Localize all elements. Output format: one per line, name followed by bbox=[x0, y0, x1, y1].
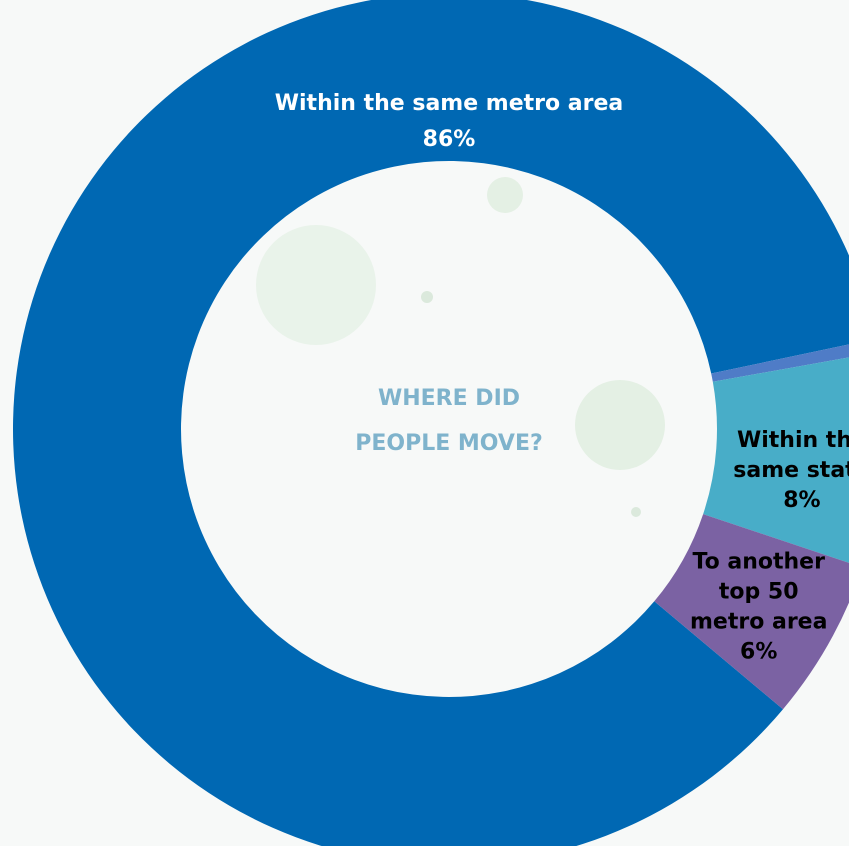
labels-group: Within the same metro area 86% Within the s… bbox=[275, 91, 849, 664]
donut-slice-1 bbox=[13, 0, 849, 846]
donut-slice-3 bbox=[703, 357, 849, 563]
center-label-line-2: PEOPLE MOVE? bbox=[355, 431, 543, 456]
slice-label-1-line-2: 86% bbox=[423, 127, 476, 152]
slice-label-4-line-1: To another bbox=[693, 549, 826, 574]
slice-label-3-line-1: Within the bbox=[737, 428, 849, 453]
slice-label-4-line-3: metro area bbox=[690, 609, 827, 634]
background-map-decoration bbox=[256, 177, 665, 517]
bg-dot bbox=[575, 380, 665, 470]
slice-label-1-line-1: Within the same metro area bbox=[275, 91, 624, 116]
bg-dot bbox=[421, 291, 433, 303]
bg-dot bbox=[631, 507, 641, 517]
slice-label-3: Within the same state 8% bbox=[733, 428, 849, 513]
center-label-line-1: WHERE DID bbox=[378, 386, 520, 411]
slice-label-4-line-4: 6% bbox=[740, 639, 777, 664]
bg-dot bbox=[487, 177, 523, 213]
slice-label-3-line-2: same state bbox=[733, 458, 849, 483]
slice-label-4-line-2: top 50 bbox=[719, 579, 799, 604]
slices-group bbox=[13, 0, 849, 846]
slice-label-4: To another top 50 metro area 6% bbox=[690, 549, 827, 664]
slice-label-3-line-3: 8% bbox=[783, 488, 820, 513]
donut-slice-2 bbox=[711, 344, 849, 382]
slice-label-1: Within the same metro area 86% bbox=[275, 91, 624, 152]
bg-dot bbox=[256, 225, 376, 345]
donut-slice-4 bbox=[654, 514, 849, 710]
